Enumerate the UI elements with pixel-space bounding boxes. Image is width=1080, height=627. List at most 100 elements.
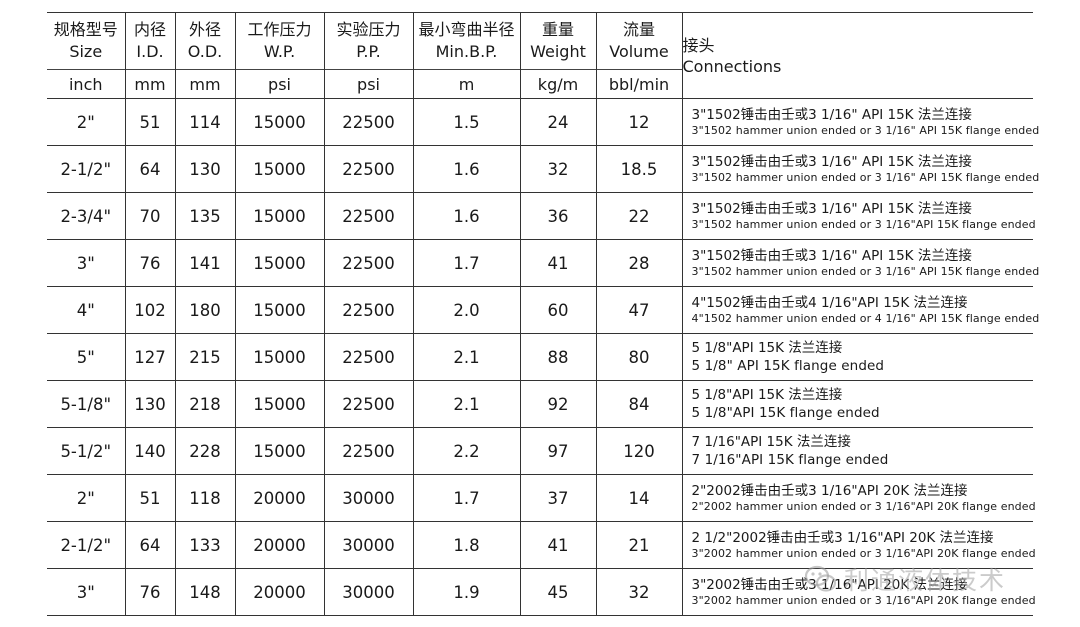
- connection-cn: 3"1502锤击由壬或3 1/16" API 15K 法兰连接: [691, 107, 972, 123]
- cell-connection: 3"1502锤击由壬或3 1/16" API 15K 法兰连接 3"1502 ha…: [681, 145, 1039, 193]
- header-od: 外径 O.D.: [174, 12, 235, 70]
- cell-volume: 18.5: [595, 145, 682, 193]
- cell-volume: 22: [595, 192, 682, 240]
- cell-pp: 30000: [323, 568, 413, 616]
- cell-volume: 47: [595, 286, 682, 334]
- unit-size: inch: [47, 69, 125, 99]
- cell-bend-radius: 1.6: [412, 145, 520, 193]
- cell-volume: 120: [595, 427, 682, 475]
- cell-weight: 41: [519, 521, 596, 569]
- cell-od: 118: [174, 474, 235, 522]
- connection-cn: 5 1/8"API 15K 法兰连接: [691, 340, 843, 356]
- cell-wp: 15000: [234, 286, 324, 334]
- header-pp: 实验压力 P.P.: [323, 12, 413, 70]
- cell-id: 64: [124, 145, 175, 193]
- connection-en: 3"1502 hammer union ended or 3 1/16" API…: [691, 124, 1040, 137]
- table-row: 2-1/2" 64 130 15000 22500 1.6 32 18.5 3"1502锤击由壬…: [47, 145, 1039, 193]
- cell-connection: 4"1502锤击由壬或4 1/16"API 15K 法兰连接 4"1502 ham…: [681, 286, 1040, 334]
- cell-wp: 15000: [234, 427, 324, 475]
- header-weight: 重量 Weight: [519, 12, 596, 70]
- cell-size: 3": [47, 239, 125, 287]
- cell-connection: 5 1/8"API 15K 法兰连接 5 1/8" API 15K flange …: [681, 333, 1033, 381]
- table-row: 5-1/2" 140 228 15000 22500 2.2 97 120 7 1/16"API…: [47, 427, 1033, 475]
- cell-od: 180: [174, 286, 235, 334]
- cell-pp: 22500: [323, 145, 413, 193]
- table-row: 4" 102 180 15000 22500 2.0 60 47 4"1502锤击由壬或4 1/…: [47, 286, 1040, 334]
- cell-id: 51: [124, 98, 175, 146]
- cell-id: 70: [124, 192, 175, 240]
- spec-table: 规格型号 Size 内径 I.D. 外径 O.D. 工作压力 W.P. 实验压力 P.P.…: [47, 12, 1040, 616]
- cell-od: 228: [174, 427, 235, 475]
- cell-pp: 22500: [323, 333, 413, 381]
- cell-volume: 12: [595, 98, 682, 146]
- unit-volume: bbl/min: [595, 69, 682, 99]
- unit-od: mm: [174, 69, 235, 99]
- cell-size: 5-1/8": [47, 380, 125, 428]
- connection-cn: 3"1502锤击由壬或3 1/16" API 15K 法兰连接: [691, 248, 972, 264]
- cell-weight: 97: [519, 427, 596, 475]
- cell-size: 3": [47, 568, 125, 616]
- connection-en: 4"1502 hammer union ended or 4 1/16" API…: [691, 312, 1040, 325]
- unit-pp: psi: [323, 69, 413, 99]
- table-row: 2-1/2" 64 133 20000 30000 1.8 41 21 2 1/2"2002锤击…: [47, 521, 1036, 569]
- cell-od: 141: [174, 239, 235, 287]
- cell-bend-radius: 2.2: [412, 427, 520, 475]
- connection-en: 3"2002 hammer union ended or 3 1/16"API …: [691, 547, 1036, 560]
- connection-en: 3"1502 hammer union ended or 3 1/16"API …: [691, 218, 1036, 231]
- cell-connection: 5 1/8"API 15K 法兰连接 5 1/8"API 15K flange e…: [681, 380, 1033, 428]
- cell-weight: 60: [519, 286, 596, 334]
- cell-id: 140: [124, 427, 175, 475]
- cell-wp: 15000: [234, 192, 324, 240]
- cell-od: 218: [174, 380, 235, 428]
- cell-size: 5-1/2": [47, 427, 125, 475]
- table-body: 2" 51 114 15000 22500 1.5 24 12 3"1502锤击由壬或3 1/1…: [47, 98, 1040, 616]
- cell-id: 51: [124, 474, 175, 522]
- cell-wp: 15000: [234, 145, 324, 193]
- cell-connection: 2 1/2"2002锤击由壬或3 1/16"API 20K 法兰连接 3"2002…: [681, 521, 1036, 569]
- units-row: inch mm mm psi psi m kg/m bbl/min: [47, 69, 1033, 99]
- cell-od: 148: [174, 568, 235, 616]
- cell-pp: 30000: [323, 474, 413, 522]
- cell-volume: 14: [595, 474, 682, 522]
- cell-size: 2-3/4": [47, 192, 125, 240]
- connection-cn: 3"1502锤击由壬或3 1/16" API 15K 法兰连接: [691, 201, 972, 217]
- cell-id: 102: [124, 286, 175, 334]
- connection-en: 5 1/8"API 15K flange ended: [691, 405, 880, 421]
- cell-od: 215: [174, 333, 235, 381]
- connection-cn: 4"1502锤击由壬或4 1/16"API 15K 法兰连接: [691, 295, 968, 311]
- cell-id: 64: [124, 521, 175, 569]
- cell-od: 133: [174, 521, 235, 569]
- cell-connection: 3"2002锤击由壬或3 1/16"API 20K 法兰连接 3"2002 ham…: [681, 568, 1036, 616]
- cell-connection: 3"1502锤击由壬或3 1/16" API 15K 法兰连接 3"1502 ha…: [681, 192, 1036, 240]
- table-row: 2" 51 114 15000 22500 1.5 24 12 3"1502锤击由壬或3 1/1…: [47, 98, 1040, 146]
- connection-cn: 2 1/2"2002锤击由壬或3 1/16"API 20K 法兰连接: [691, 530, 994, 546]
- unit-weight: kg/m: [519, 69, 596, 99]
- cell-size: 2-1/2": [47, 521, 125, 569]
- cell-weight: 36: [519, 192, 596, 240]
- cell-pp: 22500: [323, 380, 413, 428]
- cell-weight: 37: [519, 474, 596, 522]
- cell-wp: 15000: [234, 98, 324, 146]
- cell-weight: 32: [519, 145, 596, 193]
- connection-cn: 5 1/8"API 15K 法兰连接: [691, 387, 843, 403]
- cell-weight: 41: [519, 239, 596, 287]
- cell-bend-radius: 1.5: [412, 98, 520, 146]
- cell-weight: 24: [519, 98, 596, 146]
- cell-size: 5": [47, 333, 125, 381]
- connection-cn: 3"1502锤击由壬或3 1/16" API 15K 法兰连接: [691, 154, 972, 170]
- connection-en: 7 1/16"API 15K flange ended: [691, 452, 889, 468]
- table-row: 2" 51 118 20000 30000 1.7 37 14 2"2002锤击由壬或3 1/1…: [47, 474, 1036, 522]
- connection-en: 5 1/8" API 15K flange ended: [691, 358, 885, 374]
- cell-bend-radius: 1.6: [412, 192, 520, 240]
- table-row: 3" 76 141 15000 22500 1.7 41 28 3"1502锤击由壬或3 1/1…: [47, 239, 1039, 287]
- connection-cn: 7 1/16"API 15K 法兰连接: [691, 434, 851, 450]
- header-connections: 接头 Connections: [681, 12, 1033, 99]
- cell-connection: 7 1/16"API 15K 法兰连接 7 1/16"API 15K flange…: [681, 427, 1033, 475]
- cell-pp: 30000: [323, 521, 413, 569]
- header-bend-radius: 最小弯曲半径 Min.B.P.: [412, 12, 520, 70]
- cell-id: 127: [124, 333, 175, 381]
- cell-bend-radius: 2.1: [412, 380, 520, 428]
- header-size: 规格型号 Size: [47, 12, 125, 70]
- cell-bend-radius: 1.7: [412, 474, 520, 522]
- cell-weight: 92: [519, 380, 596, 428]
